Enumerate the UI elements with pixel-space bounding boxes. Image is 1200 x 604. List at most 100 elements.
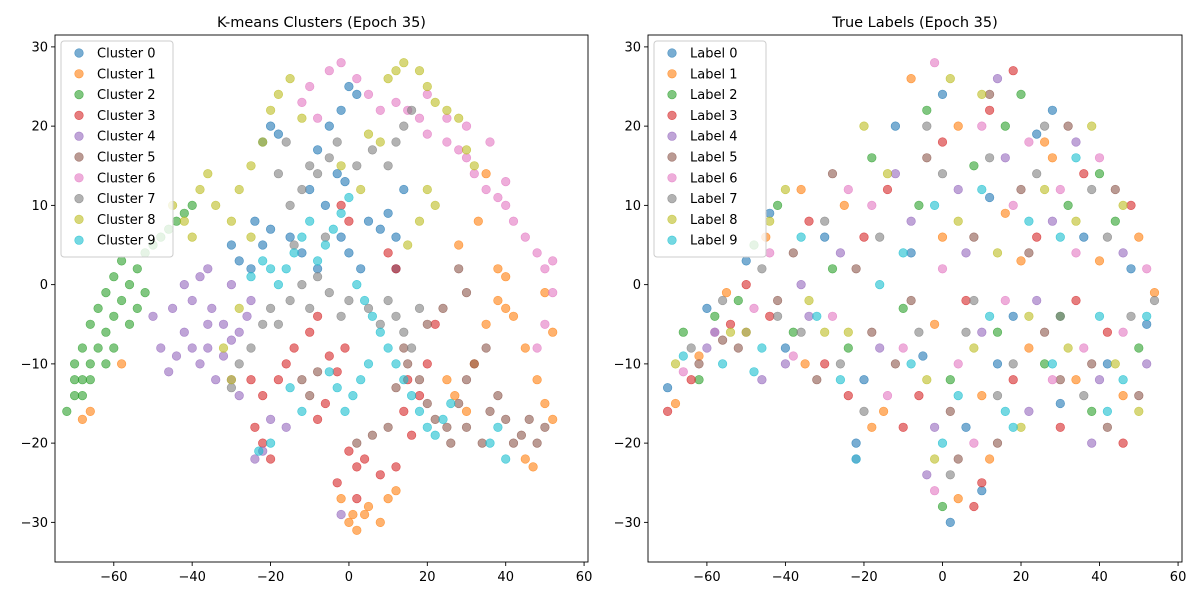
scatter-point <box>383 343 393 353</box>
scatter-point <box>77 343 87 353</box>
scatter-point <box>984 153 995 163</box>
scatter-point <box>1142 311 1152 321</box>
scatter-point <box>246 264 256 274</box>
scatter-point <box>800 359 810 369</box>
x-tick-label: 40 <box>497 570 514 585</box>
scatter-point <box>226 375 236 385</box>
scatter-point <box>69 375 80 385</box>
scatter-point <box>266 414 276 425</box>
scatter-point <box>867 327 877 337</box>
scatter-point <box>226 216 236 226</box>
scatter-point <box>662 383 673 393</box>
scatter-point <box>1071 248 1081 258</box>
scatter-point <box>124 280 135 290</box>
scatter-point <box>116 256 127 266</box>
scatter-point <box>430 319 440 329</box>
scatter-point <box>757 375 767 385</box>
y-tick-label: −10 <box>21 357 48 372</box>
scatter-point <box>501 272 511 282</box>
scatter-point <box>320 232 331 242</box>
y-tick-label: 10 <box>624 199 641 214</box>
scatter-point <box>211 375 221 385</box>
scatter-point <box>187 343 197 353</box>
scatter-point <box>258 319 268 329</box>
axes-frame <box>647 34 1183 563</box>
scatter-point <box>297 280 307 290</box>
legend-marker <box>74 69 84 79</box>
legend-marker <box>667 48 677 58</box>
subplot-title: True Labels (Epoch 35) <box>831 15 997 31</box>
subplot-labels: True Labels (Epoch 35) −60 −40 −20 0 20 40 60 −3… <box>614 15 1187 585</box>
scatter-point <box>226 240 236 250</box>
scatter-point <box>305 184 315 195</box>
scatter-point <box>246 295 256 306</box>
series-6 <box>678 58 1152 496</box>
y-tick-label: −20 <box>614 437 641 452</box>
scatter-point <box>430 414 440 425</box>
scatter-point <box>1047 153 1057 163</box>
x-tick-label: −60 <box>693 570 720 585</box>
scatter-point <box>375 327 385 337</box>
scatter-point <box>313 256 323 266</box>
scatter-point <box>266 454 276 464</box>
scatter-point <box>1149 295 1160 306</box>
scatter-point <box>969 438 979 448</box>
x-tick-label: −60 <box>100 570 127 585</box>
scatter-point <box>1110 216 1120 226</box>
scatter-point <box>340 406 350 417</box>
scatter-point <box>867 200 877 210</box>
scatter-point <box>109 272 119 282</box>
subplot-kmeans: K-means Clusters (Epoch 35) −60 −40 −20 0 20 4… <box>21 15 593 585</box>
scatter-point <box>422 81 432 92</box>
scatter-point <box>670 398 681 409</box>
scatter-point <box>827 311 838 321</box>
scatter-point <box>391 383 401 393</box>
scatter-point <box>1016 184 1026 195</box>
scatter-point <box>1094 153 1105 163</box>
scatter-point <box>528 462 538 472</box>
scatter-point <box>85 406 95 417</box>
scatter-point <box>678 327 688 337</box>
scatter-point <box>297 97 307 107</box>
scatter-point <box>1118 391 1128 401</box>
legend-label: Label 6 <box>690 171 737 186</box>
scatter-point <box>757 264 767 274</box>
legend-label: Cluster 9 <box>97 234 156 249</box>
scatter-point <box>367 430 378 440</box>
scatter-point <box>313 145 323 155</box>
legend-label: Cluster 7 <box>97 192 156 207</box>
scatter-point <box>733 343 743 353</box>
scatter-point <box>820 216 830 226</box>
scatter-point <box>678 367 688 377</box>
scatter-point <box>969 501 979 512</box>
scatter-point <box>1142 359 1152 369</box>
scatter-point <box>953 121 963 131</box>
scatter-point <box>391 66 401 76</box>
series-9 <box>678 153 1152 464</box>
scatter-point <box>454 145 464 155</box>
scatter-point <box>906 248 916 258</box>
scatter-point <box>875 232 885 242</box>
scatter-point <box>281 359 291 369</box>
scatter-point <box>1063 200 1073 210</box>
scatter-point <box>875 280 885 290</box>
scatter-point <box>961 248 971 258</box>
scatter-point <box>867 153 877 163</box>
scatter-point <box>929 319 940 329</box>
scatter-point <box>461 145 472 155</box>
scatter-point <box>454 240 464 250</box>
scatter-point <box>501 200 511 210</box>
scatter-point <box>352 462 362 472</box>
subplot-title: K-means Clusters (Epoch 35) <box>217 15 426 31</box>
scatter-point <box>168 303 178 314</box>
scatter-point <box>1142 319 1152 329</box>
scatter-point <box>694 375 704 385</box>
scatter-point <box>203 343 213 353</box>
scatter-point <box>461 375 472 385</box>
scatter-point <box>1102 327 1112 337</box>
scatter-point <box>266 303 276 314</box>
scatter-point <box>336 494 346 504</box>
scatter-point <box>356 264 366 274</box>
scatter-point <box>336 161 346 171</box>
scatter-point <box>1071 216 1081 226</box>
